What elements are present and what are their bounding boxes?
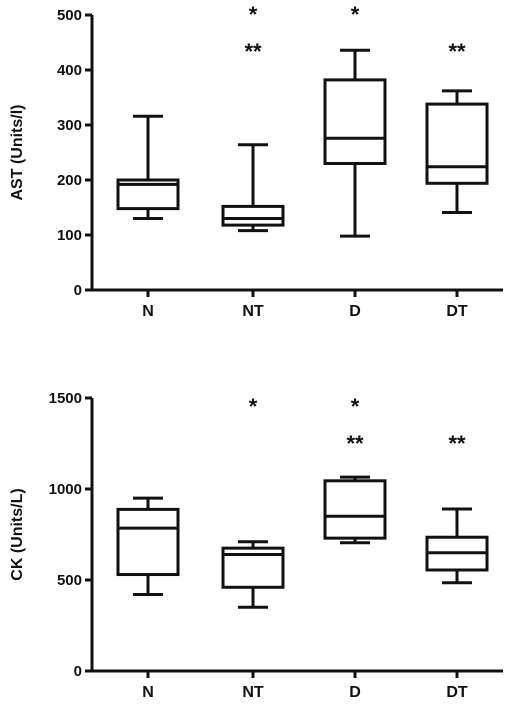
y-tick-label: 400 [57,62,82,79]
y-tick-label: 1000 [49,481,82,498]
iqr-box [323,78,387,165]
x-tick-label-d: D [349,684,361,701]
box-d [323,475,387,545]
significance-marker: ** [244,39,262,64]
x-tick-label-nt: NT [242,303,264,320]
iqr-box [116,178,180,211]
box-n [116,114,180,220]
significance-marker: * [249,2,258,27]
y-tick-label: 0 [74,663,82,680]
x-tick-label-d: D [349,303,361,320]
x-tick-label-n: N [142,684,154,701]
box-nt [221,540,285,609]
y-tick-label: 200 [57,172,82,189]
y-tick-label: 500 [57,572,82,589]
iqr-box [323,479,387,540]
box-nt [221,143,285,233]
y-axis-label: AST (Units/l) [9,105,26,201]
box-dt [425,89,489,214]
significance-marker: * [351,394,360,419]
y-tick-label: 300 [57,117,82,134]
y-tick-label: 500 [57,7,82,24]
y-tick-label: 0 [74,282,82,299]
y-axis-label: CK (Units/L) [9,488,26,580]
significance-marker: ** [448,431,466,456]
x-tick-label-dt: DT [446,684,468,701]
iqr-box [425,102,489,185]
significance-marker: ** [346,431,364,456]
iqr-box [221,546,285,589]
significance-marker: ** [448,39,466,64]
iqr-box [116,507,180,577]
significance-marker: * [249,394,258,419]
x-tick-label-n: N [142,303,154,320]
x-tick-label-nt: NT [242,684,264,701]
x-tick-label-dt: DT [446,303,468,320]
y-tick-label: 100 [57,227,82,244]
box-dt [425,507,489,585]
box-d [323,48,387,238]
iqr-box [221,204,285,227]
box-n [116,496,180,597]
significance-marker: * [351,2,360,27]
y-tick-label: 1500 [49,390,82,407]
